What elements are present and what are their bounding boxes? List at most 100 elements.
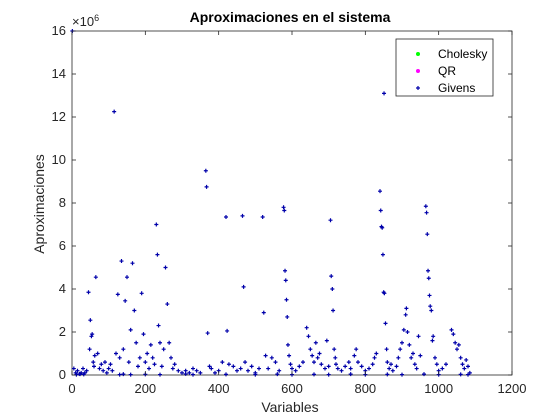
data-point-givens (159, 364, 164, 369)
data-point-givens (115, 292, 120, 297)
data-point-givens (84, 368, 89, 373)
data-point-givens (154, 222, 159, 227)
data-point-givens (333, 355, 338, 360)
data-point-givens (328, 218, 333, 223)
data-point-givens (117, 372, 122, 377)
data-point-givens (384, 347, 389, 352)
x-tick-label: 1200 (498, 381, 527, 396)
data-point-givens (335, 366, 340, 371)
data-point-givens (165, 302, 170, 307)
data-point-givens (112, 109, 117, 114)
data-point-givens (88, 318, 93, 323)
data-point-givens (348, 372, 353, 377)
data-point-givens (356, 360, 360, 365)
data-point-givens (136, 364, 140, 369)
data-point-givens (126, 360, 131, 365)
data-point-givens (273, 360, 278, 365)
data-point-givens (128, 327, 133, 332)
data-point-givens (89, 334, 94, 339)
data-point-givens (224, 372, 228, 377)
data-point-givens (92, 353, 97, 358)
data-point-givens (235, 368, 239, 373)
data-point-givens (261, 310, 266, 315)
data-point-givens (152, 362, 157, 367)
y-tick-label: 6 (59, 238, 66, 253)
data-point-givens (170, 366, 175, 371)
data-point-givens (207, 364, 212, 369)
data-point-givens (440, 366, 445, 371)
y-tick-label: 16 (52, 23, 66, 38)
data-point-givens (466, 372, 470, 377)
data-point-givens (225, 328, 230, 333)
legend-marker-cholesky (416, 52, 420, 56)
data-point-givens (95, 351, 100, 356)
data-point-givens (117, 355, 122, 360)
data-point-givens (382, 91, 387, 96)
data-point-givens (93, 275, 98, 280)
data-point-givens (78, 372, 83, 377)
data-point-givens (132, 308, 137, 313)
data-point-givens (430, 338, 435, 343)
data-point-givens (301, 360, 305, 365)
data-point-givens (191, 372, 195, 377)
data-point-givens (275, 372, 280, 377)
data-point-givens (424, 210, 429, 215)
data-point-givens (297, 364, 302, 369)
data-point-givens (141, 332, 146, 337)
data-point-givens (285, 342, 290, 347)
data-point-givens (422, 372, 426, 377)
data-point-givens (405, 330, 410, 334)
data-point-givens (158, 372, 162, 377)
data-point-givens (427, 293, 432, 298)
legend-marker-qr (416, 69, 420, 73)
x-tick-label: 200 (134, 381, 156, 396)
data-point-givens (412, 362, 417, 367)
data-point-givens (304, 325, 309, 330)
data-point-givens (150, 355, 155, 360)
data-point-givens (220, 360, 225, 365)
data-point-givens (241, 284, 246, 289)
data-point-givens (385, 372, 390, 377)
data-point-givens (403, 312, 408, 317)
data-point-givens (324, 338, 329, 343)
data-point-givens (313, 340, 318, 345)
y-tick-label: 2 (59, 324, 66, 339)
legend-label-givens: Givens (438, 81, 475, 95)
x-axis-title: Variables (261, 399, 318, 415)
y-tick-label: 0 (59, 367, 66, 382)
data-point-givens (137, 355, 142, 360)
data-point-givens (458, 355, 463, 360)
data-point-givens (226, 362, 231, 367)
data-point-givens (238, 366, 243, 371)
data-point-givens (416, 334, 421, 339)
data-point-givens (90, 332, 95, 337)
data-point-givens (326, 372, 331, 377)
data-point-givens (285, 314, 290, 319)
data-point-givens (400, 340, 404, 345)
data-point-givens (400, 372, 404, 377)
y-axis-title: Aproximaciones (31, 154, 47, 254)
data-point-givens (130, 261, 135, 266)
data-point-givens (411, 351, 415, 356)
data-point-givens (246, 368, 250, 373)
data-point-givens (281, 205, 286, 210)
x-tick-label: 800 (354, 381, 376, 396)
data-point-givens (198, 370, 203, 375)
data-point-givens (319, 362, 324, 367)
data-point-givens (401, 327, 406, 332)
data-point-givens (155, 252, 160, 257)
data-point-givens (139, 291, 144, 296)
data-point-givens (394, 364, 399, 369)
data-point-givens (460, 362, 465, 367)
data-point-givens (317, 351, 322, 356)
data-point-givens (407, 342, 412, 347)
data-point-givens (205, 331, 210, 336)
data-point-givens (283, 268, 288, 273)
data-point-givens (451, 332, 456, 337)
data-point-givens (462, 366, 467, 371)
data-point-givens (101, 368, 106, 373)
legend-box (395, 38, 494, 97)
data-point-givens (466, 364, 470, 369)
x-tick-label: 1000 (424, 381, 453, 396)
data-point-givens (128, 372, 133, 377)
